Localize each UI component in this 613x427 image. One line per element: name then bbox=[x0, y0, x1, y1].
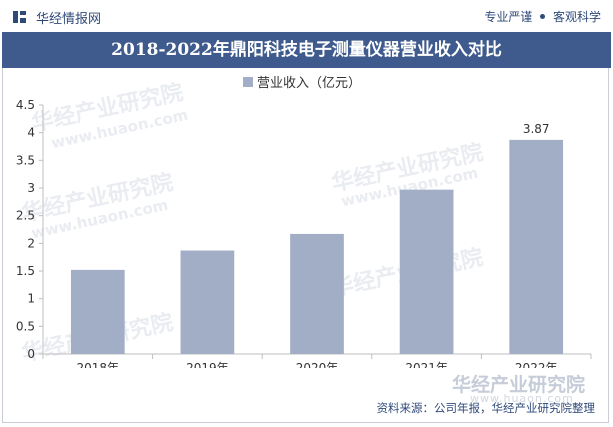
source-note: 资料来源：公司年报，华经产业研究院整理 bbox=[376, 401, 596, 415]
y-tick-label: 2 bbox=[27, 236, 35, 250]
x-tick-label: 2020年 bbox=[296, 361, 339, 368]
legend-swatch bbox=[243, 77, 253, 87]
bar bbox=[70, 269, 125, 354]
y-tick-label: 4.5 bbox=[16, 98, 35, 112]
data-label: 3.87 bbox=[523, 122, 550, 136]
title-bar: 2018-2022年鼎阳科技电子测量仪器营业收入对比 bbox=[2, 32, 611, 68]
bar bbox=[399, 189, 454, 354]
y-tick-label: 1.5 bbox=[16, 264, 35, 278]
legend-label: 营业收入（亿元） bbox=[257, 76, 361, 91]
x-tick-label: 2022年 bbox=[515, 361, 558, 368]
bar-chart: 营业收入（亿元） 0 0.5 1 1.5 2 2.5 3 3.5 4 4.5 2018年 2019年 20… bbox=[16, 76, 592, 368]
y-tick-label: 3 bbox=[27, 181, 35, 195]
y-tick-label: 3.5 bbox=[16, 153, 35, 167]
bar bbox=[180, 250, 235, 354]
y-tick-label: 2.5 bbox=[16, 209, 35, 223]
footer-watermark-url: www.huaon.com bbox=[470, 392, 574, 405]
x-tick-label: 2019年 bbox=[186, 361, 229, 368]
brand-logo-icon bbox=[13, 11, 26, 23]
y-tick-label: 0.5 bbox=[16, 319, 35, 333]
footer-watermark: 华经产业研究院 bbox=[452, 374, 586, 396]
y-tick-label: 0 bbox=[27, 347, 35, 361]
bar bbox=[290, 233, 344, 354]
chart-frame bbox=[2, 68, 609, 423]
x-tick-label: 2018年 bbox=[77, 361, 120, 368]
brand-name: 华经情报网 bbox=[36, 12, 102, 27]
slogan: 专业严谨 客观科学 bbox=[484, 8, 601, 25]
chart-title: 2018-2022年鼎阳科技电子测量仪器营业收入对比 bbox=[111, 40, 502, 60]
y-tick-label: 1 bbox=[27, 292, 35, 306]
x-tick-label: 2021年 bbox=[405, 361, 448, 368]
separator-dot-icon bbox=[540, 14, 546, 19]
bar bbox=[509, 139, 564, 354]
y-tick-label: 4 bbox=[27, 126, 35, 140]
slogan-right: 客观科学 bbox=[552, 10, 601, 24]
top-bar: 华经情报网 专业严谨 客观科学 bbox=[0, 0, 613, 32]
slogan-left: 专业严谨 bbox=[484, 10, 533, 24]
